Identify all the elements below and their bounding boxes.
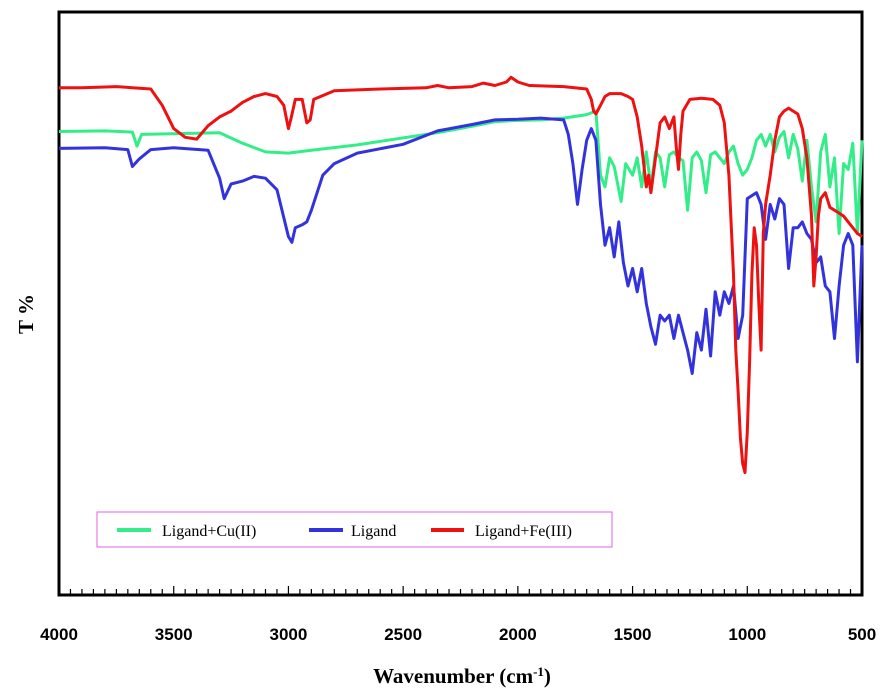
x-tick-label: 3000 bbox=[270, 625, 308, 644]
series-lines bbox=[58, 75, 864, 475]
legend-box bbox=[96, 511, 613, 548]
legend-label-cu: Ligand+Cu(II) bbox=[162, 523, 256, 540]
x-tick-label: 500 bbox=[848, 625, 876, 644]
series-line-0 bbox=[58, 109, 864, 235]
x-tick-label: 4000 bbox=[40, 625, 78, 644]
series-line-1 bbox=[58, 116, 864, 375]
legend: Ligand+Cu(II) Ligand Ligand+Fe(III) bbox=[96, 511, 613, 548]
x-tick-label: 1000 bbox=[728, 625, 766, 644]
legend-label-fe: Ligand+Fe(III) bbox=[475, 523, 572, 540]
x-tick-label: 1500 bbox=[614, 625, 652, 644]
y-axis-title: T % bbox=[14, 294, 38, 334]
x-axis-title-superscript: -1 bbox=[533, 664, 544, 679]
x-axis-title-main: Wavenumber (cm bbox=[373, 664, 534, 688]
series-line-2 bbox=[59, 75, 863, 475]
x-axis-ticks bbox=[58, 586, 863, 595]
x-tick-label: 3500 bbox=[155, 625, 193, 644]
x-axis-title-close: ) bbox=[544, 664, 551, 688]
plot-area bbox=[57, 10, 864, 597]
legend-label-ligand: Ligand bbox=[351, 523, 396, 540]
x-tick-label: 2500 bbox=[384, 625, 422, 644]
x-axis-tick-labels: 4000 3500 3000 2500 2000 1500 1000 500 bbox=[40, 625, 876, 644]
x-axis-title: Wavenumber (cm-1) bbox=[373, 664, 551, 689]
x-tick-label: 2000 bbox=[499, 625, 537, 644]
